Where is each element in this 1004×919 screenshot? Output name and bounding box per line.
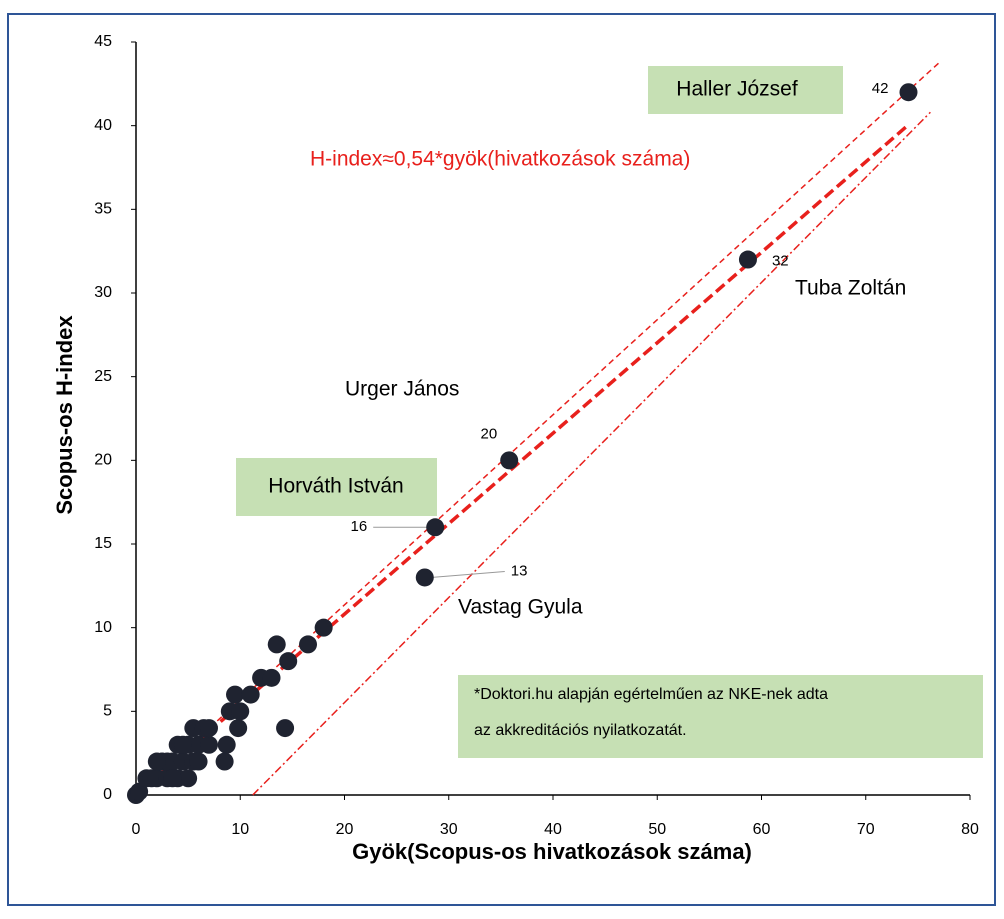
note-box: [458, 675, 983, 758]
leader-line: [430, 570, 505, 578]
annotation-box: [236, 458, 437, 516]
point: [500, 451, 519, 470]
y-tick-label: 0: [103, 786, 112, 803]
annotation: Vastag Gyula: [458, 596, 583, 619]
x-axis-label: Gyök(Scopus-os hivatkozások száma): [352, 839, 752, 864]
annotation: Urger János: [345, 378, 459, 401]
point: [189, 752, 208, 771]
y-tick-label: 15: [94, 535, 112, 552]
y-tick-label: 45: [94, 33, 112, 50]
x-tick-label: 0: [132, 821, 141, 838]
trend-line: [252, 111, 931, 796]
y-tick-label: 30: [94, 284, 112, 301]
x-tick-label: 20: [336, 821, 354, 838]
equation: H-index≈0,54*gyök(hivatkozások száma): [310, 148, 690, 171]
x-tick-label: 70: [857, 821, 875, 838]
data-label: 32: [772, 253, 789, 270]
x-tick-label: 10: [231, 821, 249, 838]
data-label: 42: [872, 80, 889, 97]
y-tick-label: 25: [94, 368, 112, 385]
annotation: Horváth István: [268, 475, 403, 498]
x-tick-label: 80: [961, 821, 979, 838]
point: [226, 685, 245, 704]
x-tick-label: 50: [648, 821, 666, 838]
annotation: Tuba Zoltán: [795, 277, 906, 300]
point: [217, 735, 236, 754]
point: [229, 719, 248, 738]
y-tick-label: 20: [94, 452, 112, 469]
x-tick-label: 60: [753, 821, 771, 838]
data-label: 20: [481, 425, 498, 442]
point: [426, 518, 445, 537]
point: [199, 735, 218, 754]
annotation-box: [648, 66, 843, 114]
point: [163, 769, 182, 788]
y-tick-label: 5: [103, 703, 112, 720]
y-tick-label: 35: [94, 201, 112, 218]
point: [279, 652, 298, 671]
point: [267, 635, 286, 654]
point: [899, 83, 918, 102]
point: [147, 752, 166, 771]
data-label: 16: [351, 518, 368, 535]
note-line: *Doktori.hu alapján egértelműen az NKE-n…: [474, 686, 828, 703]
point: [173, 735, 192, 754]
x-tick-label: 30: [440, 821, 458, 838]
point: [179, 769, 198, 788]
point: [415, 568, 434, 587]
annotation: Haller József: [676, 78, 798, 101]
point: [241, 685, 260, 704]
note-line: az akkreditációs nyilatkozatát.: [474, 722, 687, 739]
point: [199, 719, 218, 738]
point: [314, 618, 333, 637]
point: [130, 782, 149, 801]
y-tick-label: 10: [94, 619, 112, 636]
point: [231, 702, 250, 721]
point: [262, 668, 281, 687]
point: [276, 719, 295, 738]
point: [738, 250, 757, 269]
point: [299, 635, 318, 654]
x-tick-label: 40: [544, 821, 562, 838]
point: [215, 752, 234, 771]
data-label: 13: [511, 562, 528, 579]
y-axis-label: Scopus-os H-index: [52, 315, 77, 515]
y-tick-label: 40: [94, 117, 112, 134]
